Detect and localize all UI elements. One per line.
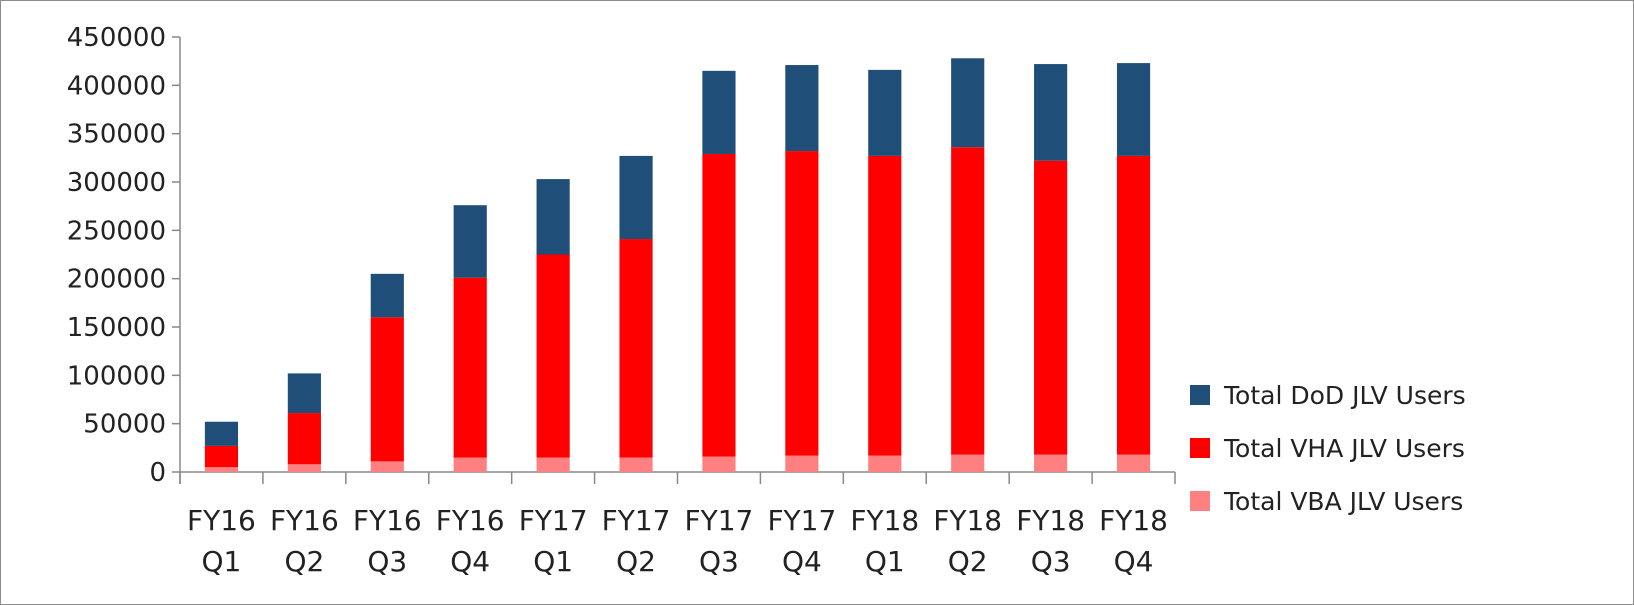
bar-segment-total-vba-jlv-users	[702, 456, 736, 472]
bar-segment-total-dod-jlv-users	[453, 205, 487, 278]
bar-segment-total-dod-jlv-users	[868, 69, 902, 156]
bar-segment-total-vha-jlv-users	[619, 239, 653, 458]
bar-segment-total-dod-jlv-users	[1034, 64, 1068, 161]
y-tick-label: 200000	[67, 265, 166, 295]
bar-segment-total-vba-jlv-users	[619, 457, 653, 472]
bar-segment-total-dod-jlv-users	[951, 58, 985, 148]
x-tick-label: FY18	[1099, 504, 1168, 537]
x-tick-label: Q1	[202, 545, 242, 578]
legend-swatch	[1190, 385, 1210, 405]
x-tick-label: FY18	[850, 504, 919, 537]
x-tick-label: FY16	[270, 504, 339, 537]
bar-segment-total-dod-jlv-users	[204, 421, 239, 446]
bar-segment-total-dod-jlv-users	[619, 155, 653, 240]
y-tick-label: 150000	[67, 313, 166, 343]
bar-segment-total-dod-jlv-users	[702, 70, 736, 154]
bar-segment-total-vba-jlv-users	[453, 457, 487, 472]
y-tick-label: 50000	[83, 410, 166, 440]
x-tick-label: Q4	[1114, 545, 1154, 578]
bar-segment-total-dod-jlv-users	[785, 65, 819, 152]
bar-segment-total-vha-jlv-users	[868, 155, 902, 456]
x-tick-label: Q3	[1031, 545, 1071, 578]
x-axis: FY16 Q1 FY16 Q2 FY16 Q3 FY16 Q4 FY17 Q1 FY17 Q2 FY17…	[179, 471, 1176, 578]
legend-swatch	[1190, 491, 1210, 511]
bar-segment-total-vba-jlv-users	[868, 455, 902, 472]
bar-segment-total-vha-jlv-users	[370, 317, 404, 462]
bar-segment-total-dod-jlv-users	[1116, 63, 1151, 156]
x-tick-label: Q4	[450, 545, 490, 578]
y-tick-label: 300000	[67, 168, 166, 198]
bar-segment-total-vha-jlv-users	[1116, 155, 1151, 455]
bar-segment-total-dod-jlv-users	[536, 179, 570, 255]
legend-label: Total VBA JLV Users	[1223, 487, 1463, 516]
x-tick-label: Q1	[865, 545, 905, 578]
bar-segment-total-vba-jlv-users	[951, 454, 985, 472]
bar-segment-total-vba-jlv-users	[785, 455, 819, 472]
bar-segment-total-vba-jlv-users	[370, 461, 404, 472]
x-tick-label: FY16	[187, 504, 256, 537]
x-tick-label: FY17	[519, 504, 588, 537]
x-tick-label: Q2	[616, 545, 656, 578]
x-tick-label: FY16	[353, 504, 422, 537]
bar-segment-total-vha-jlv-users	[951, 147, 985, 455]
x-tick-label: FY18	[933, 504, 1002, 537]
bars	[204, 58, 1151, 472]
y-tick-label: 100000	[67, 361, 166, 391]
x-tick-label: FY17	[685, 504, 754, 537]
y-tick-label: 400000	[67, 71, 166, 101]
bar-segment-total-vha-jlv-users	[453, 277, 487, 458]
x-tick-label: Q4	[782, 545, 822, 578]
x-tick-label: Q3	[699, 545, 739, 578]
bar-segment-total-vba-jlv-users	[1034, 454, 1068, 472]
bar-segment-total-vha-jlv-users	[536, 254, 570, 458]
bar-segment-total-vha-jlv-users	[785, 151, 819, 456]
bar-segment-total-dod-jlv-users	[370, 273, 404, 318]
legend-swatch	[1190, 438, 1210, 458]
bar-segment-total-dod-jlv-users	[287, 373, 321, 414]
bar-segment-total-vha-jlv-users	[1034, 160, 1068, 455]
legend-label: Total VHA JLV Users	[1223, 434, 1465, 463]
bar-segment-total-vha-jlv-users	[287, 413, 321, 465]
y-tick-label: 450000	[67, 23, 166, 53]
x-tick-label: FY18	[1016, 504, 1085, 537]
y-tick-label: 250000	[67, 216, 166, 246]
y-tick-label: 350000	[67, 120, 166, 150]
x-tick-label: Q3	[367, 545, 407, 578]
x-tick-label: FY17	[767, 504, 836, 537]
bar-segment-total-vba-jlv-users	[204, 467, 239, 472]
x-tick-label: Q2	[284, 545, 324, 578]
y-tick-label: 0	[149, 458, 166, 488]
x-tick-label: Q1	[533, 545, 573, 578]
x-tick-label: FY17	[602, 504, 671, 537]
bar-segment-total-vha-jlv-users	[204, 445, 239, 468]
bar-segment-total-vba-jlv-users	[536, 457, 570, 472]
legend: Total DoD JLV Users Total VHA JLV Users To…	[1190, 381, 1466, 516]
x-tick-label: FY16	[436, 504, 505, 537]
y-axis: 0 50000 100000 150000 200000 250000 300000 3500…	[67, 23, 181, 488]
x-tick-label: Q2	[948, 545, 988, 578]
bar-segment-total-vba-jlv-users	[287, 464, 321, 472]
bar-segment-total-vha-jlv-users	[702, 153, 736, 457]
bar-segment-total-vba-jlv-users	[1116, 454, 1151, 472]
legend-label: Total DoD JLV Users	[1223, 381, 1466, 410]
